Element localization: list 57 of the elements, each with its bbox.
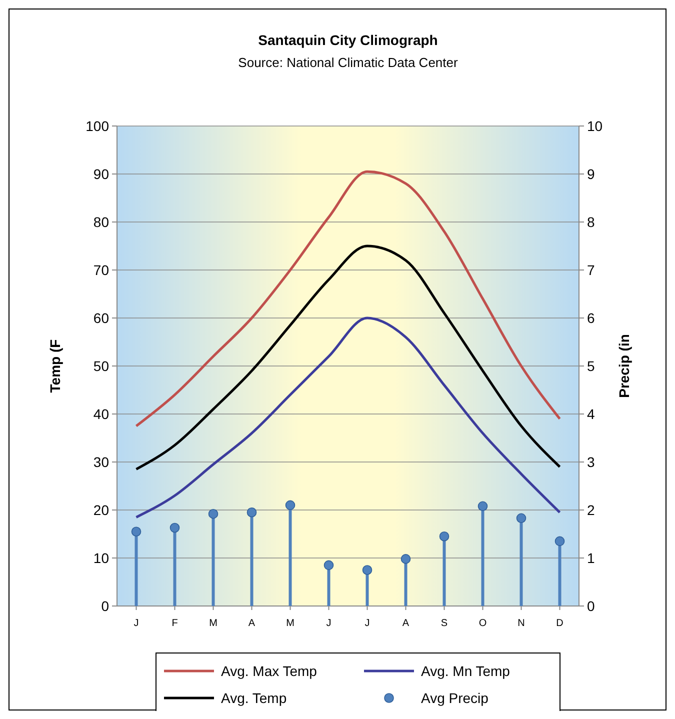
- x-tick-label: M: [209, 618, 218, 629]
- y-tick-label: 70: [93, 262, 110, 278]
- y-axis-title: Temp (F: [47, 338, 63, 393]
- y2-tick-label: 10: [587, 118, 603, 134]
- x-tick-label: J: [364, 618, 370, 629]
- y-tick-label: 0: [101, 598, 110, 614]
- x-tick-label: A: [248, 618, 256, 629]
- x-tick-label: J: [134, 618, 139, 629]
- y2-tick-label: 7: [587, 262, 595, 278]
- line-series: [135, 316, 561, 518]
- x-tick-label: S: [440, 618, 448, 629]
- y2-tick-label: 3: [587, 454, 595, 470]
- x-tick-label: F: [172, 618, 178, 629]
- legend-label: Avg. Max Temp: [221, 663, 318, 679]
- y-tick-label: 10: [93, 550, 110, 566]
- point: [439, 532, 450, 542]
- y2-tick-label: 0: [587, 598, 595, 614]
- y-tick-label: 90: [93, 166, 110, 182]
- point: [170, 522, 180, 533]
- point: [324, 560, 334, 570]
- y2-tick-label: 4: [587, 406, 595, 422]
- legend-label: Avg Precip: [421, 690, 489, 706]
- x-tick-label: D: [556, 618, 564, 629]
- legend-label: Avg. Mn Temp: [421, 663, 510, 679]
- y-tick-label: 20: [93, 502, 110, 518]
- y2-tick-label: 6: [587, 310, 595, 326]
- x-tick-label: N: [518, 618, 525, 629]
- y2-tick-label: 8: [587, 214, 595, 230]
- point: [554, 536, 565, 546]
- x-tick-label: J: [326, 618, 332, 629]
- y-tick-label: 100: [86, 118, 110, 134]
- chart-title: Santaquin City Climograph: [258, 32, 438, 48]
- point: [516, 513, 526, 524]
- y2-tick-label: 1: [587, 550, 595, 566]
- y-tick-label: 80: [93, 214, 110, 230]
- point: [362, 565, 372, 575]
- x-tick-label: O: [478, 618, 487, 629]
- point: [208, 508, 218, 519]
- point: [478, 501, 488, 512]
- line-series: [135, 170, 561, 428]
- x-tick-label: A: [402, 618, 410, 629]
- line-series: [135, 244, 561, 470]
- y2-tick-label: 2: [587, 502, 595, 518]
- y2-tick-label: 5: [587, 358, 595, 374]
- y-tick-label: 60: [93, 310, 110, 326]
- point: [131, 526, 142, 536]
- y-tick-label: 30: [93, 454, 110, 470]
- x-tick-label: M: [286, 618, 294, 629]
- point: [246, 508, 257, 518]
- y-tick-label: 40: [93, 406, 110, 422]
- chart-subtitle: Source: National Climatic Data Center: [238, 55, 458, 70]
- point: [400, 554, 411, 564]
- point: [285, 500, 296, 510]
- legend-label: Avg. Temp: [221, 690, 287, 706]
- y-tick-label: 50: [93, 358, 110, 374]
- y2-tick-label: 9: [587, 166, 595, 182]
- y2-axis-title: Precip (in: [616, 334, 632, 398]
